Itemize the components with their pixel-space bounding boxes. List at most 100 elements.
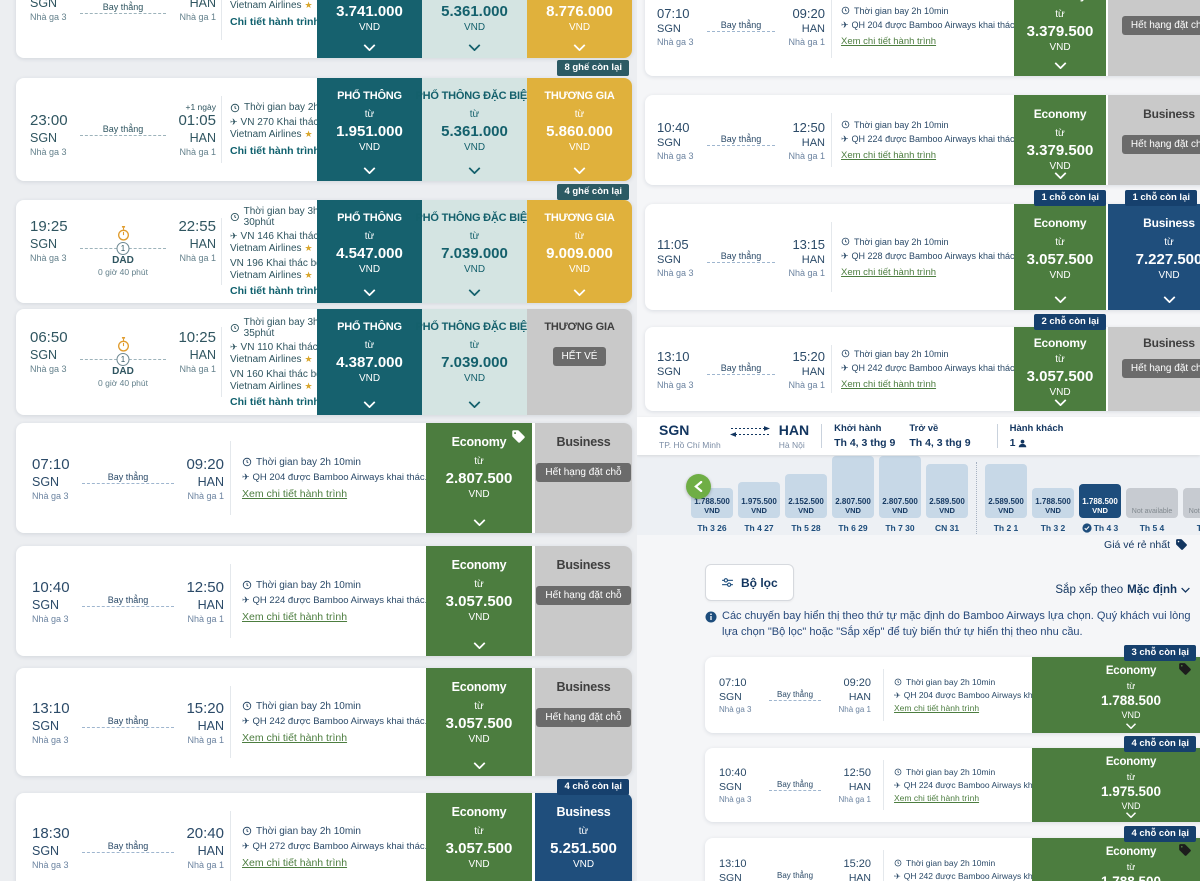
calendar-day[interactable]: 1.975.500 VND Th 4 27: [738, 456, 780, 534]
calendar-day[interactable]: 2.807.500 VND Th 7 30: [879, 456, 921, 534]
chevron-down-icon: [573, 44, 586, 52]
price-calendar: 1.788.500 VND Th 3 26 1.975.500 VND Th 4 27 …: [691, 456, 1200, 534]
calendar-day[interactable]: 2.152.500 VND Th 5 28: [785, 456, 827, 534]
fare-premium-economy-column[interactable]: PHỔ THÔNG ĐẶC BIỆT từ 7.039.000 VND: [416, 200, 534, 303]
chevron-down-icon: [468, 289, 481, 297]
sliders-icon: [722, 578, 733, 587]
seats-left-badge: 4 chỗ còn lại: [557, 779, 629, 795]
itinerary-detail-link[interactable]: Xem chi tiết hành trình: [242, 610, 348, 623]
calendar-day[interactable]: 2.589.500 VND CN 31: [926, 456, 968, 534]
itinerary-detail-link[interactable]: Xem chi tiết hành trình: [242, 856, 348, 869]
fare-business-column[interactable]: Business từ 5.251.500 VND: [535, 793, 632, 881]
fare-business-column[interactable]: THƯƠNG GIA từ 9.009.000 VND: [527, 200, 632, 303]
arrival-terminal: Nhà ga 1: [187, 734, 224, 745]
fare-economy-column[interactable]: Economy từ 3.057.500 VND: [426, 546, 532, 656]
flight-number: ✈QH 242 được Bamboo Airways khai thác.✈: [894, 870, 1072, 881]
arrival-airport: HAN: [801, 253, 825, 266]
arrival-time: 13:15: [792, 236, 825, 252]
clock-icon: [894, 859, 902, 867]
itinerary-detail-link[interactable]: Xem chi tiết hành trình: [894, 703, 980, 714]
flight-card: 07:10 SGN Nhà ga 3 Bay thẳng 09:20 HAN N…: [16, 423, 632, 533]
departure-terminal: Nhà ga 3: [657, 150, 694, 161]
fare-business-column[interactable]: THƯƠNG GIA từ 5.860.000 VND: [527, 78, 632, 181]
itinerary-detail-link[interactable]: Xem chi tiết hành trình: [841, 35, 937, 47]
fare-price: 3.057.500: [445, 715, 513, 732]
plane-icon: ✈: [841, 250, 849, 261]
fare-economy-column[interactable]: Economy từ 3.057.500 VND: [426, 668, 532, 776]
seats-left-badge: 4 chỗ còn lại: [1124, 826, 1196, 842]
chevron-down-icon: [1163, 296, 1176, 304]
fare-business-column[interactable]: Business từ 7.227.500 VND: [1108, 204, 1200, 310]
calendar-day[interactable]: 1.788.500 VND Th 3 2: [1032, 456, 1074, 534]
fare-economy-column[interactable]: Economy từ 3.057.500 VND: [1014, 327, 1106, 411]
plane-icon: ✈: [230, 341, 238, 352]
calendar-day-selected[interactable]: 1.788.500 VND Th 4 3: [1079, 456, 1121, 534]
calendar-day[interactable]: 2.807.500 VND Th 6 29: [832, 456, 874, 534]
filter-button[interactable]: Bộ lọc: [705, 564, 794, 601]
chevron-down-icon: [573, 289, 586, 297]
route-type-label: Bay thẳng: [776, 779, 814, 789]
itinerary-detail-link[interactable]: Xem chi tiết hành trình: [841, 266, 937, 278]
arrival-time: 12:50: [186, 578, 224, 596]
calendar-day[interactable]: 1.788.500 VND Th 3 26: [691, 456, 733, 534]
itinerary-detail-link[interactable]: Xem chi tiết hành trình: [841, 149, 937, 161]
return-date-field[interactable]: Trở về Th 4, 3 thg 9: [909, 423, 971, 449]
fare-premium-economy-column[interactable]: PHỔ THÔNG ĐẶC BIỆT từ 5.361.000 VND: [416, 78, 534, 181]
plane-icon: ✈: [242, 715, 250, 726]
chevron-down-icon: [1054, 62, 1067, 70]
arrival-airport: HAN: [848, 780, 871, 793]
fare-economy-column[interactable]: Economy từ 3.057.500 VND: [1014, 204, 1106, 310]
fare-economy-column[interactable]: Economy từ 3.057.500 VND: [426, 793, 532, 881]
flight-card: SGN Nhà ga 3 Bay thẳng HAN Nhà ga 1 ✈VN …: [16, 0, 632, 58]
fare-business-column-soldout: Business Hết hạng đặt chỗ: [535, 423, 632, 533]
itinerary-detail-link[interactable]: Xem chi tiết hành trình: [242, 731, 348, 744]
divider: [883, 669, 884, 721]
departure-time: 07:10: [32, 455, 70, 473]
passengers-field[interactable]: Hành khách 1: [1009, 423, 1064, 449]
itinerary-detail-link[interactable]: Xem chi tiết hành trình: [242, 487, 348, 500]
flight-duration: Thời gian bay 2h 10min: [841, 120, 1011, 130]
fare-economy-column[interactable]: Economy từ 1.975.500 VND: [1032, 748, 1200, 822]
seats-left-badge: 1 chỗ còn lại: [1034, 190, 1106, 206]
fare-economy-column[interactable]: PHỔ THÔNG từ 3.741.000 VND: [317, 0, 422, 58]
plane-icon: ✈: [841, 362, 849, 373]
fare-premium-economy-column[interactable]: PHỔ THÔNG ĐẶC BIỆT từ 7.039.000 VND: [416, 309, 534, 415]
route-line: [80, 13, 166, 14]
sort-control[interactable]: Sắp xếp theo Mặc định: [1055, 584, 1190, 596]
depart-date-field[interactable]: Khởi hành Th 4, 3 thg 9: [834, 423, 896, 449]
divider: [831, 345, 832, 393]
calendar-prev-button[interactable]: [686, 474, 711, 499]
fare-price: 5.361.000: [441, 3, 508, 20]
clock-icon: [841, 120, 850, 129]
departure-airport: SGN: [719, 690, 742, 703]
clock-icon: [242, 701, 252, 711]
divider: [221, 327, 222, 397]
fare-economy-column[interactable]: PHỔ THÔNG từ 4.387.000 VND: [317, 309, 422, 415]
fare-economy-column[interactable]: PHỔ THÔNG từ 1.951.000 VND: [317, 78, 422, 181]
arrival-time: 15:20: [792, 348, 825, 364]
chevron-down-icon: [1125, 723, 1137, 730]
departure-time: 10:40: [719, 766, 747, 779]
chevron-down-icon: [1054, 172, 1067, 180]
search-summary-bar[interactable]: SGN TP. Hồ Chí Minh HAN Hà Nội Khởi hành…: [637, 417, 1200, 455]
itinerary-detail-link[interactable]: Xem chi tiết hành trình: [894, 793, 980, 804]
fare-price: 9.009.000: [546, 245, 613, 262]
fare-business-column[interactable]: THƯƠNG GIA từ 8.776.000 VND: [527, 0, 632, 58]
route-type-label: Bay thẳng: [720, 134, 762, 144]
sold-out-label: Hết hạng đặt chỗ: [536, 708, 631, 727]
calendar-day[interactable]: 2.589.500 VND Th 2 1: [985, 456, 1027, 534]
fare-economy-column[interactable]: PHỔ THÔNG từ 4.547.000 VND: [317, 200, 422, 303]
stopover-duration: 0 giờ 40 phút: [98, 377, 148, 388]
sold-out-label: HẾT VÉ: [552, 347, 607, 366]
route-type-label: Bay thẳng: [107, 841, 149, 851]
bamboo-airways-results-panel: 07:10 SGN Nhà ga 3 Bay thẳng 09:20 HAN N…: [637, 0, 1200, 881]
fare-premium-economy-column[interactable]: PHỔ THÔNG ĐẶC BIỆT từ 5.361.000 VND: [422, 0, 527, 58]
flight-number: ✈QH 228 được Bamboo Airways khai thác.✈: [841, 250, 1031, 263]
itinerary-detail-link[interactable]: Xem chi tiết hành trình: [841, 378, 937, 390]
arrival-terminal: Nhà ga 1: [179, 147, 216, 157]
fare-economy-column[interactable]: Economy từ 2.807.500 VND: [426, 423, 532, 533]
